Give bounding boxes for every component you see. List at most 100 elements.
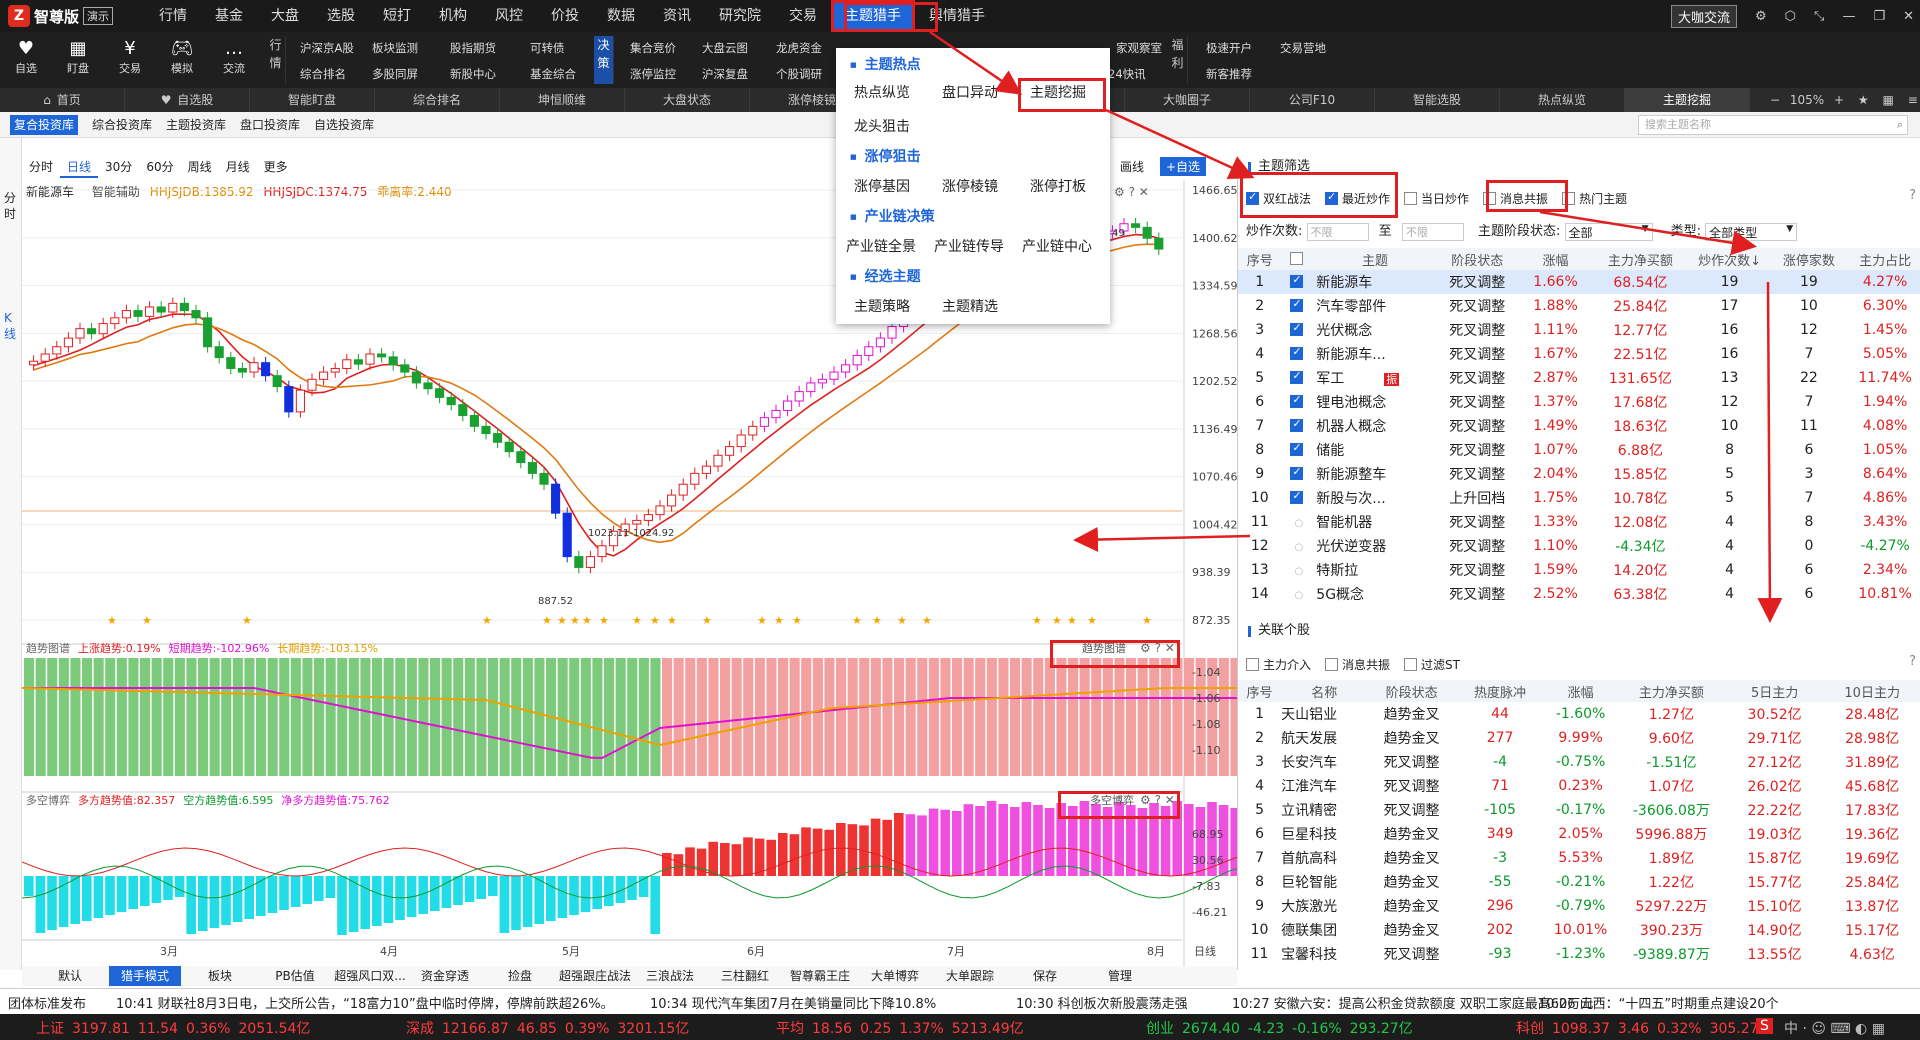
checkbox[interactable] [1404, 192, 1418, 205]
checkbox[interactable] [1290, 369, 1304, 384]
indicator-tab-12[interactable]: 大单跟踪 [945, 969, 994, 983]
theme-col-3[interactable]: 阶段状态 [1433, 248, 1521, 270]
zoom-out-icon[interactable]: − [1770, 93, 1781, 107]
theme-col-6[interactable]: 炒作次数↓ [1690, 248, 1769, 270]
smart-assist[interactable]: 智能辅助 [91, 185, 140, 199]
news-item-3[interactable]: 10:30 科创板次新股震荡走强 [1016, 997, 1188, 1012]
theme-col-8[interactable]: 主力占比 [1849, 248, 1920, 270]
period-2[interactable]: 30分 [105, 160, 133, 174]
checkbox[interactable] [1246, 658, 1259, 671]
star-icon[interactable]: ★ [1857, 93, 1869, 107]
subtab-1[interactable]: 综合投资库 [92, 118, 153, 132]
community-button[interactable]: 大咖交流 [1671, 4, 1738, 28]
news-item-0[interactable]: 团体标准发布 [8, 997, 87, 1012]
toolbar-link-5[interactable]: 多股同屏 [372, 67, 418, 81]
menu-item-3[interactable]: 选股 [327, 8, 356, 24]
indicator-tab-2[interactable]: 板块 [207, 969, 232, 983]
menu-item-11[interactable]: 交易 [789, 8, 818, 24]
favorites-button[interactable]: ♥ 自选 [4, 38, 48, 76]
tab-13[interactable]: 主题挖掘 [1625, 88, 1750, 112]
tab-0[interactable]: ⌂ 首页 [0, 88, 125, 112]
menu-item-7[interactable]: 价投 [551, 8, 580, 24]
indicator-tab-8[interactable]: 三浪战法 [645, 969, 694, 983]
theme-col-0[interactable]: 序号 [1238, 248, 1282, 270]
filter-check-3[interactable]: 消息共振 [1483, 192, 1548, 206]
indicator-tab-7[interactable]: 超强跟庄战法 [559, 969, 632, 983]
row-checkbox[interactable] [1282, 438, 1317, 462]
menu-item-6[interactable]: 风控 [495, 8, 524, 24]
row-checkbox[interactable] [1282, 390, 1317, 414]
theme-col-1[interactable] [1281, 248, 1317, 270]
filter-check-4[interactable]: 热门主题 [1562, 192, 1627, 206]
theme-col-4[interactable]: 涨幅 [1520, 248, 1591, 270]
checkbox[interactable] [1290, 489, 1304, 504]
related-col-6[interactable]: 5日主力 [1725, 680, 1824, 702]
index-0[interactable]: 上证 3197.81 11.54 0.36% 2051.54亿 [36, 1021, 311, 1037]
period-5[interactable]: 月线 [225, 160, 250, 174]
row-checkbox[interactable]: ○ [1282, 582, 1317, 606]
help-icon[interactable]: ? [1909, 654, 1916, 669]
dropdown-item-theme-mining[interactable]: 主题挖掘 [1030, 85, 1086, 101]
zoom-in-icon[interactable]: + [1834, 93, 1845, 107]
related-row[interactable]: 7 首航高科 趋势金叉 -3 5.53% 1.89亿 15.87亿 19.69亿 [1238, 846, 1920, 870]
toolbar-link-1[interactable]: 板块监测 [372, 41, 418, 55]
trade-button[interactable]: ¥ 交易 [108, 38, 152, 76]
period-1[interactable]: 日线 [60, 156, 99, 178]
menu-item-5[interactable]: 机构 [439, 8, 468, 24]
row-checkbox[interactable] [1282, 414, 1317, 438]
tab-3[interactable]: 综合排名 [375, 88, 500, 112]
dropdown-item-prism[interactable]: 涨停棱镜 [942, 179, 998, 195]
related-col-5[interactable]: 主力净买额 [1616, 680, 1726, 702]
dropdown-item-board[interactable]: 涨停打板 [1030, 179, 1086, 195]
menu-item-8[interactable]: 数据 [607, 8, 636, 24]
related-col-4[interactable]: 涨幅 [1544, 680, 1617, 702]
theme-row[interactable]: 12 ○ 光伏逆变器 死叉调整 1.10% -4.34亿 4 0 -4.27% [1238, 534, 1920, 558]
related-check-1[interactable]: 消息共振 [1325, 658, 1390, 672]
ls-pane-controls[interactable]: ⚙ ? ✕ [1140, 793, 1175, 807]
dropdown-item-leader[interactable]: 龙头狙击 [854, 119, 910, 135]
toolbar-link-3[interactable]: 可转债 [530, 41, 565, 55]
indicator-tab-3[interactable]: PB估值 [275, 969, 315, 983]
simulate-button[interactable]: 🎮︎ 模拟 [160, 38, 204, 76]
row-checkbox[interactable] [1281, 270, 1317, 294]
theme-row[interactable]: 5 军工振 死叉调整 2.87% 131.65亿 13 22 11.74% [1238, 366, 1920, 390]
menu-item-4[interactable]: 短打 [383, 8, 412, 24]
related-col-2[interactable]: 阶段状态 [1367, 680, 1456, 702]
theme-row[interactable]: 13 ○ 特斯拉 死叉调整 1.59% 14.20亿 4 6 2.34% [1238, 558, 1920, 582]
index-3[interactable]: 创业 2674.40 -4.23 -0.16% 293.27亿 [1146, 1021, 1413, 1037]
indicator-tab-11[interactable]: 大单博弈 [870, 969, 919, 983]
row-checkbox[interactable] [1282, 294, 1317, 318]
period-6[interactable]: 更多 [263, 160, 288, 174]
toolbar-link-decision-1[interactable]: 大盘云图 [702, 41, 748, 55]
theme-row[interactable]: 14 ○ 5G概念 死叉调整 2.52% 63.38亿 4 6 10.81% [1238, 582, 1920, 606]
subtab-4[interactable]: 自选投资库 [314, 118, 375, 132]
row-checkbox[interactable]: ○ [1282, 510, 1317, 534]
related-col-0[interactable]: 序号 [1238, 680, 1282, 702]
menu-item-13[interactable]: 舆情猎手 [929, 8, 986, 24]
related-row[interactable]: 3 长安汽车 死叉调整 -4 -0.75% -1.51亿 27.12亿 31.89亿 [1238, 750, 1920, 774]
toolbar-link-camp[interactable]: 交易营地 [1280, 41, 1326, 55]
dropdown-item-gene[interactable]: 涨停基因 [854, 179, 910, 195]
period-4[interactable]: 周线 [187, 160, 212, 174]
theme-row[interactable]: 4 新能源车... 死叉调整 1.67% 22.51亿 16 7 5.05% [1238, 342, 1920, 366]
toolbar-link-decision-2[interactable]: 龙虎资金 [776, 41, 822, 55]
theme-row[interactable]: 7 机器人概念 死叉调整 1.49% 18.63亿 10 11 4.08% [1238, 414, 1920, 438]
restore-icon[interactable]: ❐ [1873, 8, 1886, 24]
watch-button[interactable]: ▦ 盯盘 [56, 38, 100, 76]
menu-item-12[interactable]: 主题猎手 [831, 0, 916, 32]
toolbar-link-6[interactable]: 新股中心 [450, 67, 496, 81]
row-checkbox[interactable] [1282, 342, 1317, 366]
dropdown-item-chain-center[interactable]: 产业链中心 [1022, 239, 1092, 255]
tab-5[interactable]: 大盘状态 [625, 88, 750, 112]
related-col-1[interactable]: 名称 [1281, 680, 1368, 702]
checkbox[interactable] [1290, 273, 1304, 288]
checkbox[interactable] [1290, 465, 1304, 480]
row-checkbox[interactable] [1282, 318, 1317, 342]
row-checkbox[interactable] [1282, 366, 1317, 390]
tab-9[interactable]: 大咖圈子 [1125, 88, 1250, 112]
theme-row[interactable]: 2 汽车零部件 死叉调整 1.88% 25.84亿 17 10 6.30% [1238, 294, 1920, 318]
period-3[interactable]: 60分 [146, 160, 174, 174]
menu-item-10[interactable]: 研究院 [719, 8, 762, 24]
menu-item-0[interactable]: 行情 [159, 8, 188, 24]
subtab-2[interactable]: 主题投资库 [166, 118, 227, 132]
